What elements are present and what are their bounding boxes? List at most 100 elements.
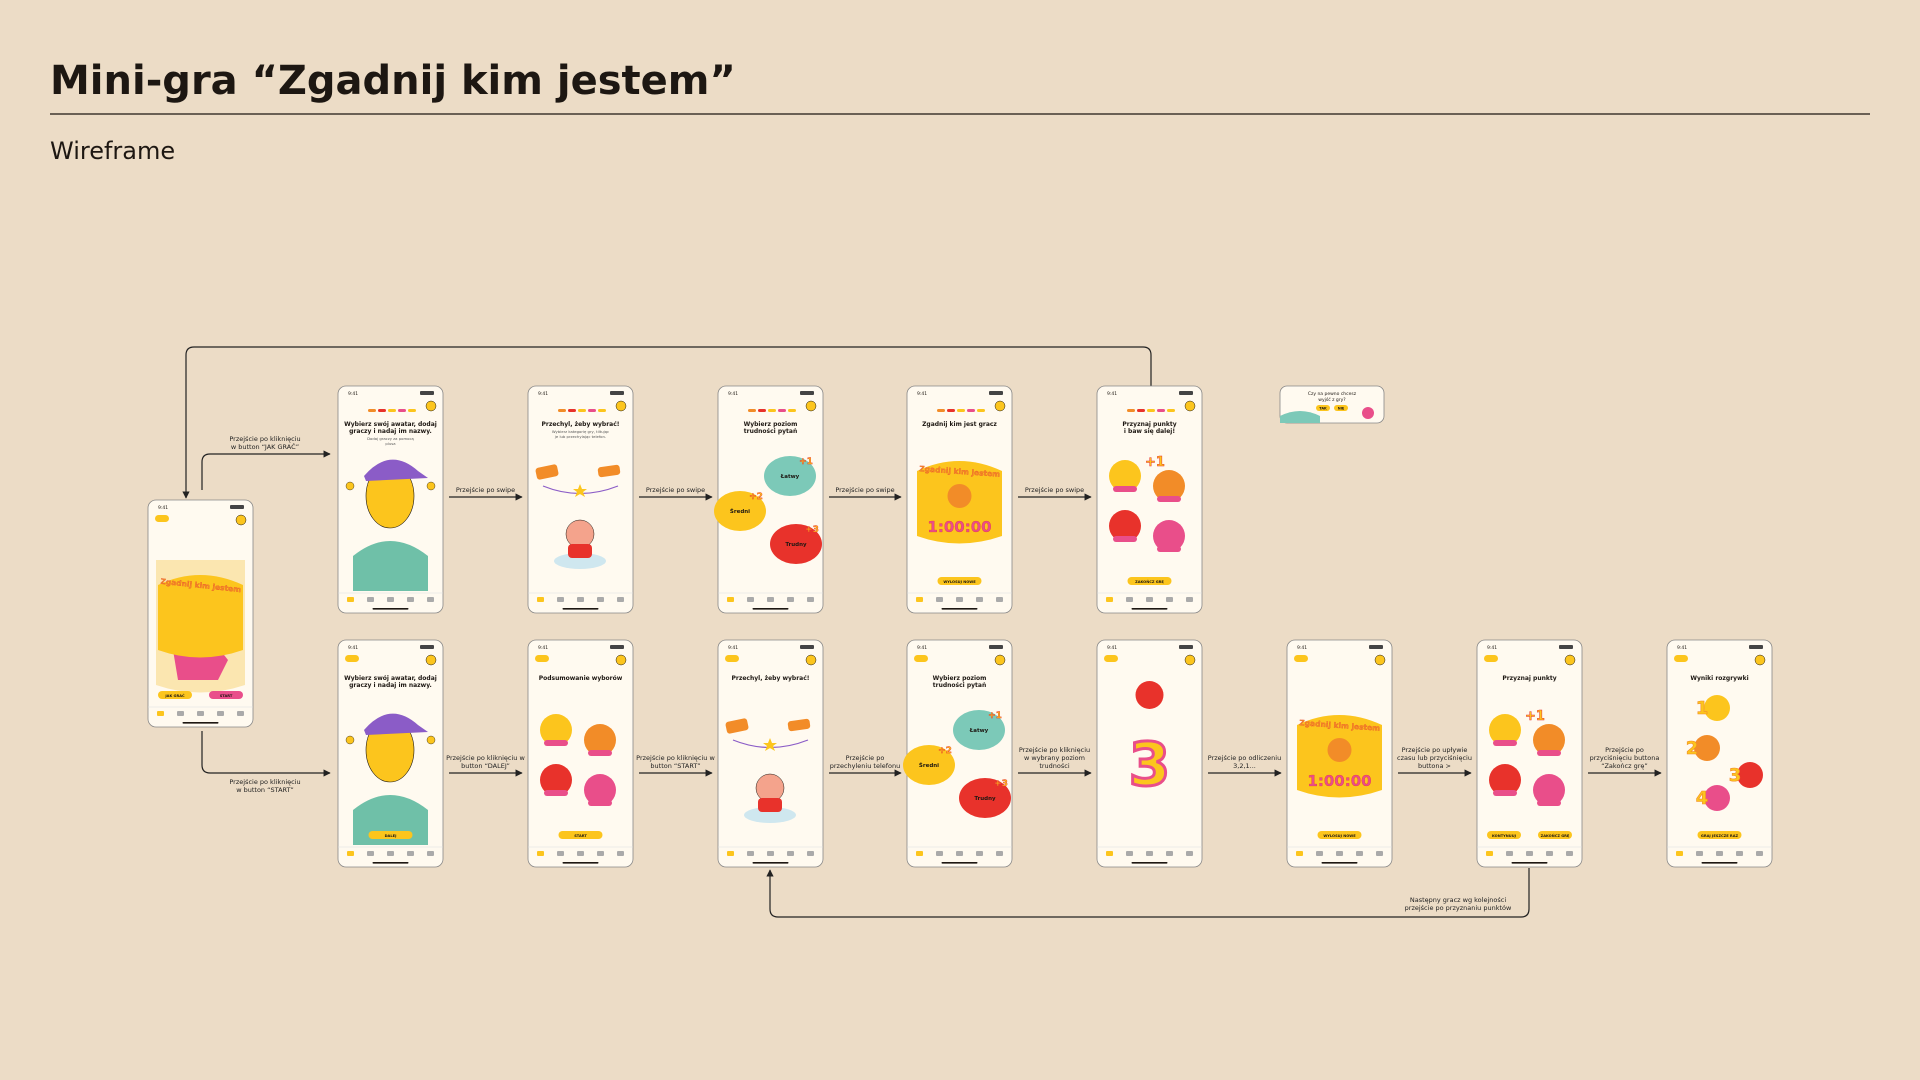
nav-icon (367, 597, 374, 602)
nav-icon (1146, 597, 1153, 602)
octopus (947, 484, 972, 508)
button[interactable] (1317, 831, 1362, 839)
status-icons (610, 645, 624, 649)
progress (598, 409, 606, 412)
button[interactable] (158, 691, 192, 699)
level-option: Średni (730, 508, 750, 515)
edge-label: Przejście po kliknięciu (229, 435, 300, 443)
avatar-name (1113, 536, 1137, 542)
nav-icon (727, 597, 734, 602)
level-blob (764, 456, 816, 496)
phone-frame (1096, 385, 1203, 614)
nav-icon (1336, 851, 1343, 856)
progress (748, 409, 756, 412)
button[interactable] (1127, 577, 1172, 585)
edge-label: “Zakończ grę” (1601, 762, 1648, 770)
close-button (1374, 654, 1386, 666)
level-badge: +2 (749, 492, 763, 502)
progress (778, 409, 786, 412)
nav-icon (1716, 851, 1723, 856)
edge-label: Przejście po kliknięciu (229, 778, 300, 786)
illustration (345, 735, 355, 745)
nav-icon (936, 851, 943, 856)
nav-icon (407, 597, 414, 602)
progress (568, 409, 576, 412)
avatar-name (1493, 740, 1517, 746)
home-indicator (941, 862, 978, 864)
screen-title: Wybierz poziom (744, 421, 798, 428)
level-blob (903, 745, 955, 785)
edge-label: w button “START” (236, 786, 294, 794)
timer: 1:00:00 (1307, 772, 1371, 790)
nav-icon (1486, 851, 1493, 856)
nav-icon (916, 597, 923, 602)
close-button (615, 654, 627, 666)
illustration (755, 773, 785, 803)
countdown: 3 (1129, 730, 1171, 800)
level-badge: +1 (988, 711, 1002, 721)
level-blob (714, 491, 766, 531)
progress (1157, 409, 1165, 412)
octopus (1327, 738, 1352, 762)
phone-screen: 9:41 Przyznaj punkty +1 KONTYNUUJ ZAKOŃCZ GR… (1476, 639, 1583, 868)
avatar-name (1157, 546, 1181, 552)
progress (957, 409, 965, 412)
timer: 1:00:00 (927, 518, 991, 536)
phone-frame (717, 639, 824, 868)
home-indicator (941, 608, 978, 610)
avatar-badge (1109, 510, 1141, 542)
nav-icon (347, 851, 354, 856)
button[interactable] (1697, 831, 1742, 839)
home-indicator (562, 862, 599, 864)
button[interactable] (209, 691, 243, 699)
screen-title: graczy i nadaj im nazwy. (349, 682, 432, 689)
nav-icon (956, 851, 963, 856)
avatar-badge (1533, 774, 1565, 806)
edge-label: Przejście po upływie (1402, 746, 1468, 754)
status-time: 9:41 (917, 391, 927, 397)
nav-icon (1526, 851, 1533, 856)
button[interactable] (937, 577, 982, 585)
button-label: START (574, 834, 587, 838)
back-pill (1104, 655, 1118, 662)
button[interactable] (1538, 831, 1572, 839)
progress (388, 409, 396, 412)
button[interactable] (558, 831, 603, 839)
close-button (994, 654, 1006, 666)
illustration (535, 464, 559, 480)
progress (1127, 409, 1135, 412)
screen-title: i baw się dalej! (1124, 428, 1175, 435)
button-label: KONTYNUUJ (1492, 834, 1516, 838)
phone-screen: 9:41 3 (1096, 639, 1203, 868)
level-option: Łatwy (969, 728, 989, 734)
phone-screen: 9:41 Przechyl, żeby wybrać!Wybierz katego… (527, 385, 634, 614)
progress (768, 409, 776, 412)
screen-caption: Wybierz kategorię gry, tiltując (552, 429, 609, 434)
status-time: 9:41 (348, 645, 358, 651)
home-indicator (562, 608, 599, 610)
home-indicator (182, 722, 219, 724)
progress (1137, 409, 1145, 412)
status-time: 9:41 (917, 645, 927, 651)
popup-art (1280, 411, 1320, 423)
close-button (1184, 654, 1196, 666)
button[interactable] (368, 831, 413, 839)
nav-icon (956, 597, 963, 602)
edge-label: Przejście po swipe (1025, 486, 1084, 494)
level-badge: +2 (938, 746, 952, 756)
nav-icon (1756, 851, 1763, 856)
progress (408, 409, 416, 412)
button[interactable] (1487, 831, 1521, 839)
screen-title: graczy i nadaj im nazwy. (349, 428, 432, 435)
avatar-badge (1533, 724, 1565, 756)
screen-title: Wyniki rozgrywki (1690, 675, 1748, 682)
back-pill (725, 655, 739, 662)
phone-frame (527, 385, 634, 614)
logo-blob (158, 575, 243, 658)
status-icons (989, 645, 1003, 649)
back-pill (1674, 655, 1688, 662)
